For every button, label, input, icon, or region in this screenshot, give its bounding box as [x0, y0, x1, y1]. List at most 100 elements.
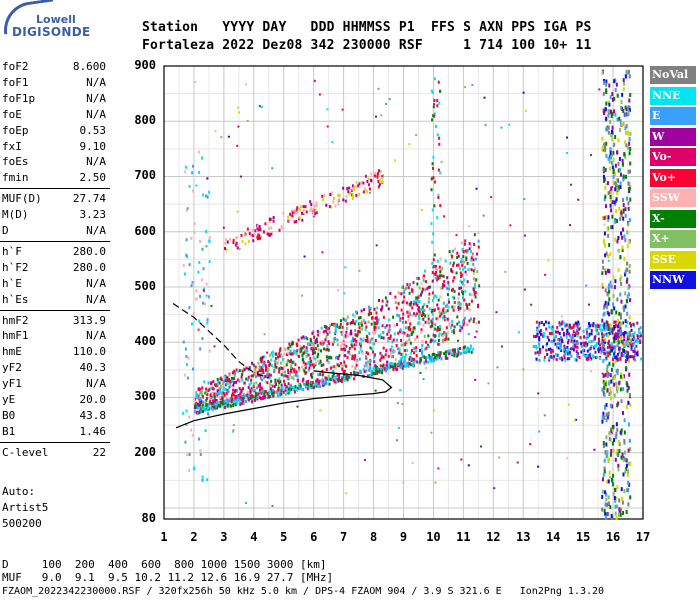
echo-point	[571, 326, 574, 330]
echo-point	[308, 353, 311, 357]
echo-point	[331, 376, 334, 380]
echo-point	[371, 337, 374, 341]
echo-point	[427, 355, 430, 359]
echo-point	[344, 354, 347, 358]
echo-point	[612, 336, 615, 340]
echo-point	[315, 379, 318, 383]
echo-point	[539, 332, 542, 336]
echo-point	[576, 334, 579, 338]
echo-point	[287, 348, 290, 352]
echo-point	[309, 357, 312, 361]
echo-point	[202, 287, 205, 291]
echo-point	[585, 328, 588, 332]
echo-point	[392, 350, 395, 354]
echo-point	[613, 348, 616, 352]
echo-point	[205, 282, 208, 286]
echo-point	[327, 340, 330, 344]
echo-point	[211, 399, 214, 403]
echo-point	[583, 335, 586, 339]
echo-point	[462, 350, 465, 354]
echo-point	[249, 389, 252, 393]
echo-point	[242, 393, 245, 397]
echo-point	[625, 74, 628, 79]
echo-point	[445, 286, 448, 290]
echo-point	[374, 115, 377, 118]
echo-point	[307, 368, 310, 372]
echo-point	[563, 349, 566, 353]
echo-point	[358, 269, 361, 272]
echo-point	[288, 385, 291, 389]
echo-point	[283, 379, 286, 383]
echo-point	[473, 292, 476, 296]
echo-point	[336, 323, 339, 327]
echo-point	[241, 396, 244, 400]
echo-point	[221, 386, 224, 390]
echo-point	[242, 387, 245, 391]
echo-point	[464, 249, 467, 253]
echo-point	[256, 226, 259, 230]
echo-point	[459, 329, 462, 333]
echo-point	[426, 343, 429, 346]
parameter-value: 2.50	[79, 171, 107, 185]
echo-point	[547, 321, 550, 325]
echo-point	[459, 352, 462, 356]
echo-point	[344, 346, 347, 350]
echo-point	[622, 208, 625, 213]
echo-point	[627, 400, 630, 405]
echo-point	[567, 325, 570, 329]
echo-point	[221, 400, 224, 404]
echo-point	[457, 263, 460, 267]
echo-point	[200, 278, 203, 282]
echo-point	[264, 390, 267, 394]
echo-point	[631, 355, 634, 359]
echo-point	[422, 312, 425, 316]
echo-point	[211, 406, 214, 410]
echo-point	[402, 364, 405, 368]
echo-point	[624, 269, 627, 274]
parameter-name: h`E	[2, 276, 22, 290]
echo-point	[238, 111, 241, 114]
parameter-name: yF2	[2, 361, 22, 375]
echo-point	[253, 372, 256, 376]
echo-point	[538, 430, 541, 433]
echo-point	[616, 338, 619, 343]
echo-point	[550, 331, 553, 335]
echo-point	[435, 124, 438, 128]
echo-point	[619, 315, 622, 320]
echo-point	[636, 351, 639, 355]
echo-point	[295, 342, 298, 346]
echo-point	[192, 312, 195, 316]
echo-point	[249, 396, 252, 400]
echo-point	[361, 338, 364, 342]
echo-point	[636, 321, 639, 325]
echo-point	[471, 84, 474, 87]
echo-point	[431, 279, 434, 283]
echo-point	[604, 326, 607, 330]
echo-point	[327, 378, 330, 382]
echo-point	[432, 258, 435, 262]
echo-point	[184, 170, 187, 174]
echo-point	[628, 269, 631, 274]
echo-point	[340, 380, 343, 384]
echo-point	[431, 266, 434, 269]
echo-point	[613, 79, 616, 84]
echo-point	[475, 187, 478, 190]
echo-point	[442, 215, 445, 218]
echo-point	[237, 106, 240, 109]
parameter-value: N/A	[86, 224, 106, 237]
echo-point	[214, 130, 217, 133]
echo-point	[576, 342, 579, 346]
echo-point	[601, 332, 604, 336]
echo-point	[244, 396, 247, 400]
echo-point	[638, 331, 641, 335]
echo-point	[576, 345, 579, 349]
echo-point	[411, 331, 414, 335]
echo-point	[462, 321, 465, 325]
echo-point	[202, 406, 205, 410]
echo-point	[340, 319, 343, 323]
echo-point	[344, 334, 347, 338]
echo-point	[262, 396, 265, 400]
echo-point	[603, 392, 606, 397]
echo-point	[280, 373, 283, 377]
echo-point	[222, 405, 225, 409]
